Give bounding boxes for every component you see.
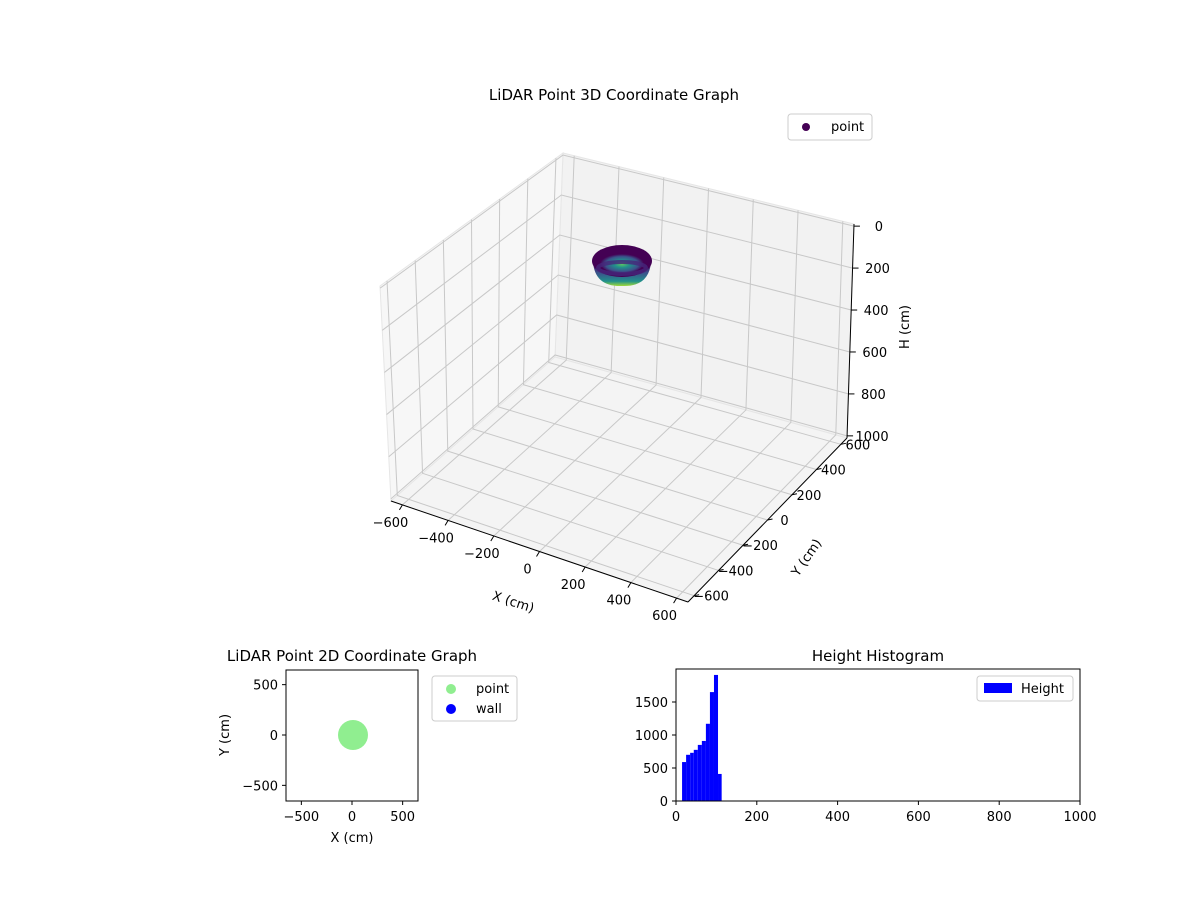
y-axis-label-2d: Y (cm) (218, 714, 233, 757)
z-tick-label: 800 (861, 388, 886, 403)
legend-label-point: point (476, 682, 509, 697)
legend-3d: point (787, 113, 873, 141)
histogram-bar (705, 723, 710, 801)
histogram-bars (682, 674, 722, 801)
histogram-bar (682, 762, 687, 801)
x-tick-label: −600 (373, 516, 409, 531)
y-tick-label: −600 (693, 590, 729, 605)
y-tick-label-hist: 500 (643, 762, 668, 777)
x-tick-label: −200 (464, 547, 500, 562)
histogram-bar (718, 773, 722, 801)
y-tick-label-hist: 0 (660, 795, 668, 810)
z-tick-label: 200 (865, 262, 890, 277)
x-tick-label-hist: 1000 (1063, 810, 1096, 825)
point-cluster-2d (338, 720, 368, 750)
legend-2d: point wall (431, 675, 518, 722)
z-tick-label: 600 (862, 346, 887, 361)
x-tick-label: 600 (652, 609, 677, 624)
x-axis-label: X (cm) (490, 589, 536, 617)
histogram-bar (701, 740, 706, 801)
histogram-bar (713, 674, 719, 801)
histogram-title: Height Histogram (812, 647, 944, 665)
z-axis-line (846, 223, 855, 439)
histogram-bar (697, 744, 702, 801)
legend-point-marker (446, 684, 456, 694)
x-tick-label-2d: 0 (348, 810, 356, 825)
legend-height-swatch (984, 683, 1012, 693)
x-tick-label-2d: −500 (283, 810, 319, 825)
y-tick-label: −200 (742, 539, 778, 554)
x-tick-label-hist: 0 (672, 810, 680, 825)
y-tick-label: 200 (797, 489, 822, 504)
x-tick-label-hist: 800 (987, 810, 1012, 825)
histogram-bar (690, 752, 694, 801)
legend-label-wall: wall (476, 702, 502, 717)
histogram-bar (693, 749, 698, 801)
legend-label-point: point (831, 120, 864, 135)
chart-2d-title: LiDAR Point 2D Coordinate Graph (227, 647, 477, 665)
x-tick-label: 0 (523, 563, 531, 578)
y-tick-label-2d: −500 (242, 779, 278, 794)
grid-3d (379, 154, 855, 599)
x-tick-label-hist: 600 (906, 810, 931, 825)
y-tick-label-2d: 0 (270, 729, 278, 744)
chart-2d: LiDAR Point 2D Coordinate Graph −500−500… (218, 647, 518, 846)
z-tick-label: 400 (864, 304, 889, 319)
ticks-2d: −500 −500 0 0 500 500 (242, 679, 415, 825)
x-axis-label-2d: X (cm) (331, 831, 374, 846)
histogram-bar (686, 754, 691, 801)
y-tick-label: 400 (821, 464, 846, 479)
chart-3d-title: LiDAR Point 3D Coordinate Graph (489, 86, 739, 104)
ticks-hist: 0 200 400 600 800 1000 0 500 1000 1500 (635, 696, 1097, 825)
legend-point-marker (802, 123, 810, 131)
point-cloud-3d (592, 245, 652, 287)
y-tick-label-2d: 500 (253, 679, 278, 694)
ticks-3d: −600−400−2000200400600−600−400−200020040… (373, 220, 890, 624)
legend-label-height: Height (1021, 682, 1064, 697)
y-tick-label: −400 (718, 564, 754, 579)
x-tick-label: −400 (418, 531, 454, 546)
legend-hist: Height (976, 675, 1074, 702)
x-tick-label-2d: 500 (390, 810, 415, 825)
y-tick-label-hist: 1000 (635, 729, 668, 744)
x-tick-label: 400 (606, 594, 631, 609)
legend-wall-marker (446, 704, 456, 714)
y-tick-label: 0 (780, 514, 788, 529)
x-tick-label-hist: 400 (825, 810, 850, 825)
x-tick-label-hist: 200 (744, 810, 769, 825)
y-tick-label: 600 (845, 438, 870, 453)
chart-histogram: Height Histogram 0 200 400 600 800 1000 0 500 10… (635, 647, 1097, 825)
y-axis-label: Y (cm) (788, 536, 825, 580)
y-tick-label-hist: 1500 (635, 696, 668, 711)
x-tick-label: 200 (561, 578, 586, 593)
z-axis-label: H (cm) (898, 305, 913, 349)
z-tick-label: 1000 (856, 430, 889, 445)
chart-3d: LiDAR Point 3D Coordinate Graph −600 −400… (373, 86, 913, 624)
histogram-bar (709, 692, 714, 801)
z-tick-label: 0 (875, 220, 883, 235)
